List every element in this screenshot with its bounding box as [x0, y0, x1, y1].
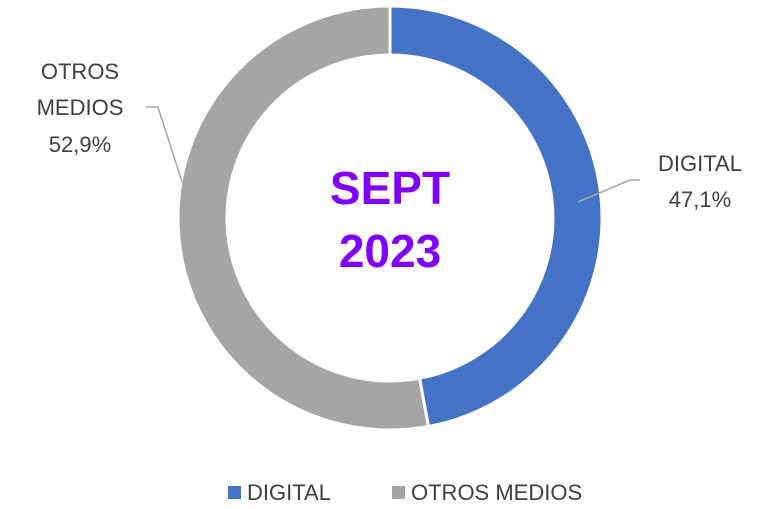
- leader-line: [577, 179, 640, 203]
- legend-label: OTROS MEDIOS: [411, 480, 582, 505]
- legend-swatch: [392, 486, 405, 499]
- donut-segment: [176, 4, 431, 432]
- data-label-value: 52,9%: [48, 132, 112, 157]
- center-text: SEPT: [330, 162, 450, 214]
- center-text: 2023: [339, 225, 441, 277]
- legend-label: DIGITAL: [247, 480, 331, 505]
- data-label-category: DIGITAL: [658, 151, 742, 176]
- data-label-category: OTROS MEDIOS: [36, 59, 124, 120]
- donut-segment: [388, 4, 604, 429]
- data-label-value: 47,1%: [668, 187, 732, 212]
- legend-swatch: [228, 486, 241, 499]
- leader-line: [146, 106, 183, 183]
